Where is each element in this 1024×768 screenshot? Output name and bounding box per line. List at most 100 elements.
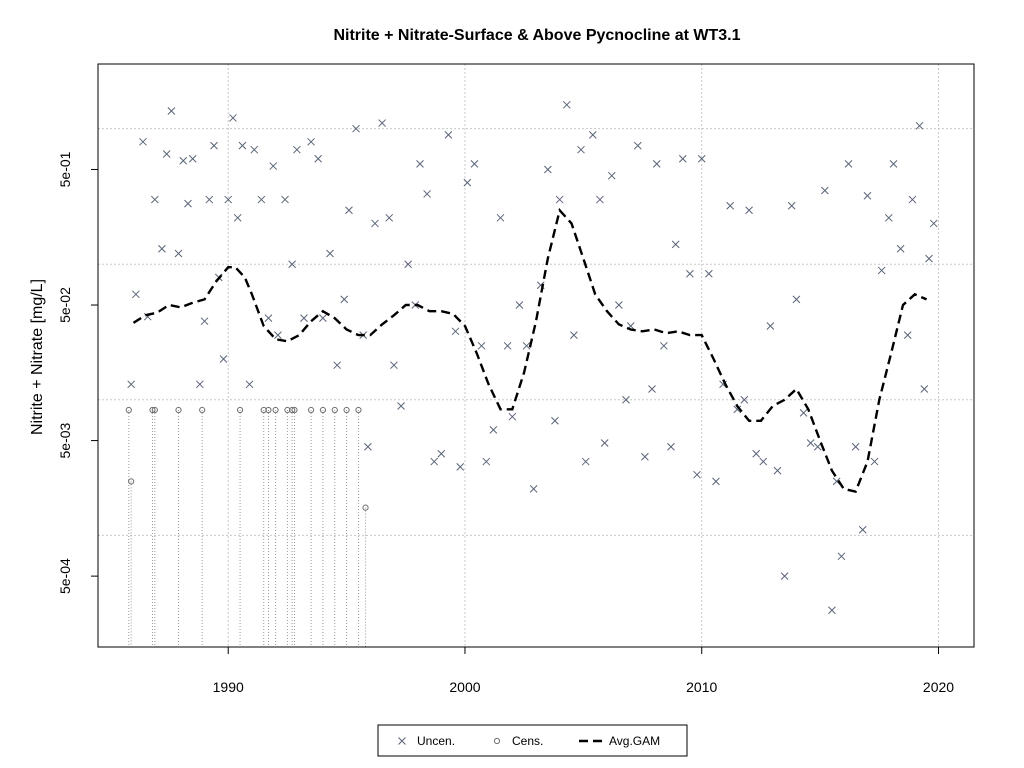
y-tick-label: 5e-03: [57, 422, 73, 458]
uncensored-point: [340, 295, 349, 304]
uncensored-point: [174, 249, 183, 258]
uncensored-point: [925, 254, 933, 263]
uncensored-point: [581, 457, 590, 466]
uncensored-point: [667, 442, 675, 451]
x-tick-label: 2020: [923, 679, 954, 695]
uncensored-point: [139, 137, 147, 146]
legend-box: [377, 724, 688, 757]
uncensored-point: [233, 213, 242, 222]
uncensored-point: [693, 470, 701, 479]
uncensored-point: [759, 457, 768, 466]
uncensored-point: [889, 160, 898, 168]
uncensored-point: [463, 178, 472, 187]
uncensored-point: [870, 457, 879, 466]
uncensored-point: [238, 141, 247, 150]
grid-lines: [98, 64, 974, 647]
censored-point: [236, 406, 244, 414]
plot-frame: [97, 63, 975, 648]
uncensored-point: [678, 154, 687, 163]
uncensored-point: [726, 201, 734, 210]
uncensored-point: [345, 206, 353, 215]
uncensored-point: [326, 249, 334, 258]
uncensored-point: [515, 301, 524, 309]
legend-label: Avg.GAM: [609, 734, 660, 748]
uncensored-point: [300, 314, 308, 323]
uncensored-point: [333, 361, 341, 370]
uncensored-point: [844, 160, 853, 168]
uncensored-point: [570, 331, 578, 339]
uncensored-point: [773, 466, 782, 475]
chart-title: Nitrite + Nitrate-Surface & Above Pycnoc…: [333, 27, 740, 44]
censored-point: [272, 406, 279, 414]
uncensored-point: [596, 195, 604, 204]
uncensored-point: [205, 195, 214, 204]
censored-point: [149, 406, 156, 414]
uncensored-point: [929, 219, 938, 228]
legend-uncensored-icon: [398, 737, 406, 745]
uncensored-point: [799, 409, 808, 417]
y-tick-label: 5e-04: [57, 558, 73, 594]
uncensored-point: [437, 449, 446, 458]
uncensored-point: [257, 195, 266, 204]
uncensored-point: [269, 162, 278, 170]
uncensored-point: [828, 606, 836, 615]
uncensored-point: [224, 195, 233, 204]
uncensored-point: [780, 572, 789, 580]
uncensored-point: [390, 361, 398, 370]
uncensored-point: [167, 107, 176, 115]
uncensored-point: [264, 314, 273, 323]
censored-point: [265, 406, 272, 414]
uncensored-point: [820, 186, 829, 195]
y-tick-label: 5e-01: [57, 151, 73, 187]
uncensored-point: [229, 114, 237, 122]
uncensored-point: [200, 317, 209, 326]
uncensored-point: [641, 452, 649, 461]
uncensored-point: [371, 219, 379, 228]
uncensored-point: [503, 341, 512, 350]
uncensored-point: [766, 322, 775, 330]
uncensored-point: [184, 199, 192, 208]
uncensored-point: [188, 154, 197, 163]
uncensored-point: [740, 395, 749, 404]
uncensored-point: [423, 190, 431, 198]
uncensored-point: [378, 119, 386, 127]
uncensored-point: [896, 244, 905, 253]
uncensored-point: [522, 341, 531, 350]
uncensored-point: [652, 160, 661, 168]
uncensored-point: [127, 380, 135, 389]
uncensored-point: [733, 405, 742, 414]
legend-label: Uncen.: [417, 734, 455, 748]
uncensored-point: [150, 195, 159, 204]
censored-point: [331, 406, 338, 414]
uncensored-point: [792, 295, 801, 304]
uncensored-point: [615, 301, 623, 309]
uncensored-point: [752, 449, 761, 458]
uncensored-point: [456, 462, 465, 471]
uncensored-point: [577, 145, 585, 154]
x-tick-label: 1990: [213, 679, 244, 695]
data-points: [125, 100, 938, 615]
uncensored-point: [179, 156, 188, 165]
censored-point: [151, 406, 158, 414]
uncensored-point: [132, 290, 140, 299]
uncensored-point: [697, 154, 706, 163]
censored-point: [319, 406, 327, 414]
uncensored-point: [555, 195, 564, 204]
uncensored-point: [158, 244, 166, 253]
uncensored-point: [806, 439, 815, 447]
uncensored-point: [451, 327, 460, 336]
uncensored-point: [404, 260, 413, 269]
uncensored-point: [884, 213, 893, 222]
gam-line: [132, 207, 928, 493]
legend: Uncen. Cens. Avg.GAM: [377, 724, 688, 757]
uncensored-point: [659, 341, 668, 350]
uncensored-point: [307, 137, 315, 146]
censored-point: [362, 504, 369, 511]
uncensored-point: [851, 442, 860, 451]
uncensored-point: [195, 380, 204, 389]
uncensored-point: [903, 331, 912, 339]
uncensored-point: [562, 100, 571, 109]
uncensored-point: [600, 439, 609, 447]
uncensored-point: [210, 141, 218, 150]
uncensored-point: [622, 395, 630, 404]
